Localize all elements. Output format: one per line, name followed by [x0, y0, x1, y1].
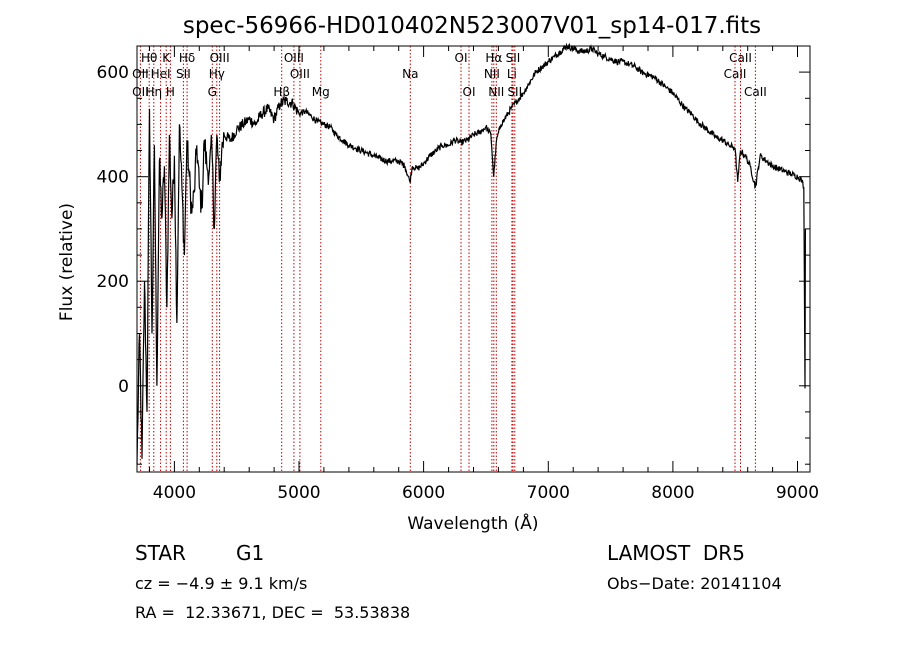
line-label-18: OII [132, 85, 149, 99]
survey-name: LAMOST DR5 [607, 541, 745, 565]
line-label-24: OI [463, 85, 476, 99]
line-label-1: K [162, 51, 171, 65]
radial-velocity: cz = −4.9 ± 9.1 km/s [135, 574, 308, 593]
line-label-7: SII [506, 51, 521, 65]
line-label-20: H [166, 85, 175, 99]
y-tick-label-200: 200 [97, 272, 129, 292]
y-tick-label-400: 400 [97, 168, 129, 188]
x-axis: 4000 5000 6000 7000 8000 9000 [149, 46, 819, 503]
x-tick-label-4000: 4000 [153, 483, 196, 503]
x-tick-label-9000: 9000 [776, 483, 819, 503]
y-axis-title: Flux (relative) [57, 203, 77, 321]
line-label-17: CaII [724, 67, 747, 81]
line-label-25: NII [488, 85, 504, 99]
line-label-5: OI [455, 51, 468, 65]
line-label-9: OII [132, 67, 149, 81]
line-label-4: OIII [284, 51, 304, 65]
x-tick-label-6000: 6000 [402, 483, 445, 503]
x-tick-label-5000: 5000 [277, 483, 320, 503]
line-label-10: HeI [151, 67, 171, 81]
x-axis-title: Wavelength (Å) [407, 512, 538, 534]
spectrum-line [136, 42, 806, 465]
line-label-21: G [208, 85, 217, 99]
object-class: STAR [135, 541, 186, 565]
chart-title: spec-56966-HD010402N523007V01_sp14-017.f… [183, 13, 761, 39]
y-tick-label-0: 0 [118, 377, 129, 397]
y-axis: 0 200 400 600 [97, 45, 810, 465]
plot-frame [136, 45, 811, 473]
line-label-15: NII [484, 67, 500, 81]
observation-date: Obs−Date: 20141104 [607, 574, 782, 593]
line-label-12: Hγ [209, 67, 225, 81]
line-label-0: Hθ [141, 51, 157, 65]
line-label-22: Hβ [273, 85, 290, 99]
line-label-19: Hη [145, 85, 162, 99]
subclass: G1 [236, 541, 265, 565]
x-tick-label-7000: 7000 [527, 483, 570, 503]
line-label-6: Hα [485, 51, 502, 65]
y-tick-label-600: 600 [97, 63, 129, 83]
line-label-8: CaII [729, 51, 752, 65]
line-label-23: Mg [312, 85, 330, 99]
line-label-3: OIII [210, 51, 230, 65]
line-label-2: Hδ [179, 51, 195, 65]
coordinates: RA = 12.33671, DEC = 53.53838 [135, 603, 411, 622]
line-label-27: CaII [744, 85, 767, 99]
line-label-26: SII [507, 85, 522, 99]
spectral-line-labels: Hθ K Hδ OIII OIII OI Hα SII CaII OII HeI SII Hγ OIII N… [132, 51, 767, 99]
line-label-11: SII [176, 67, 191, 81]
line-label-16: Li [507, 67, 517, 81]
x-tick-label-8000: 8000 [651, 483, 694, 503]
line-label-13: OIII [290, 67, 310, 81]
line-label-14: Na [402, 67, 418, 81]
spectral-line-markers [139, 46, 756, 472]
